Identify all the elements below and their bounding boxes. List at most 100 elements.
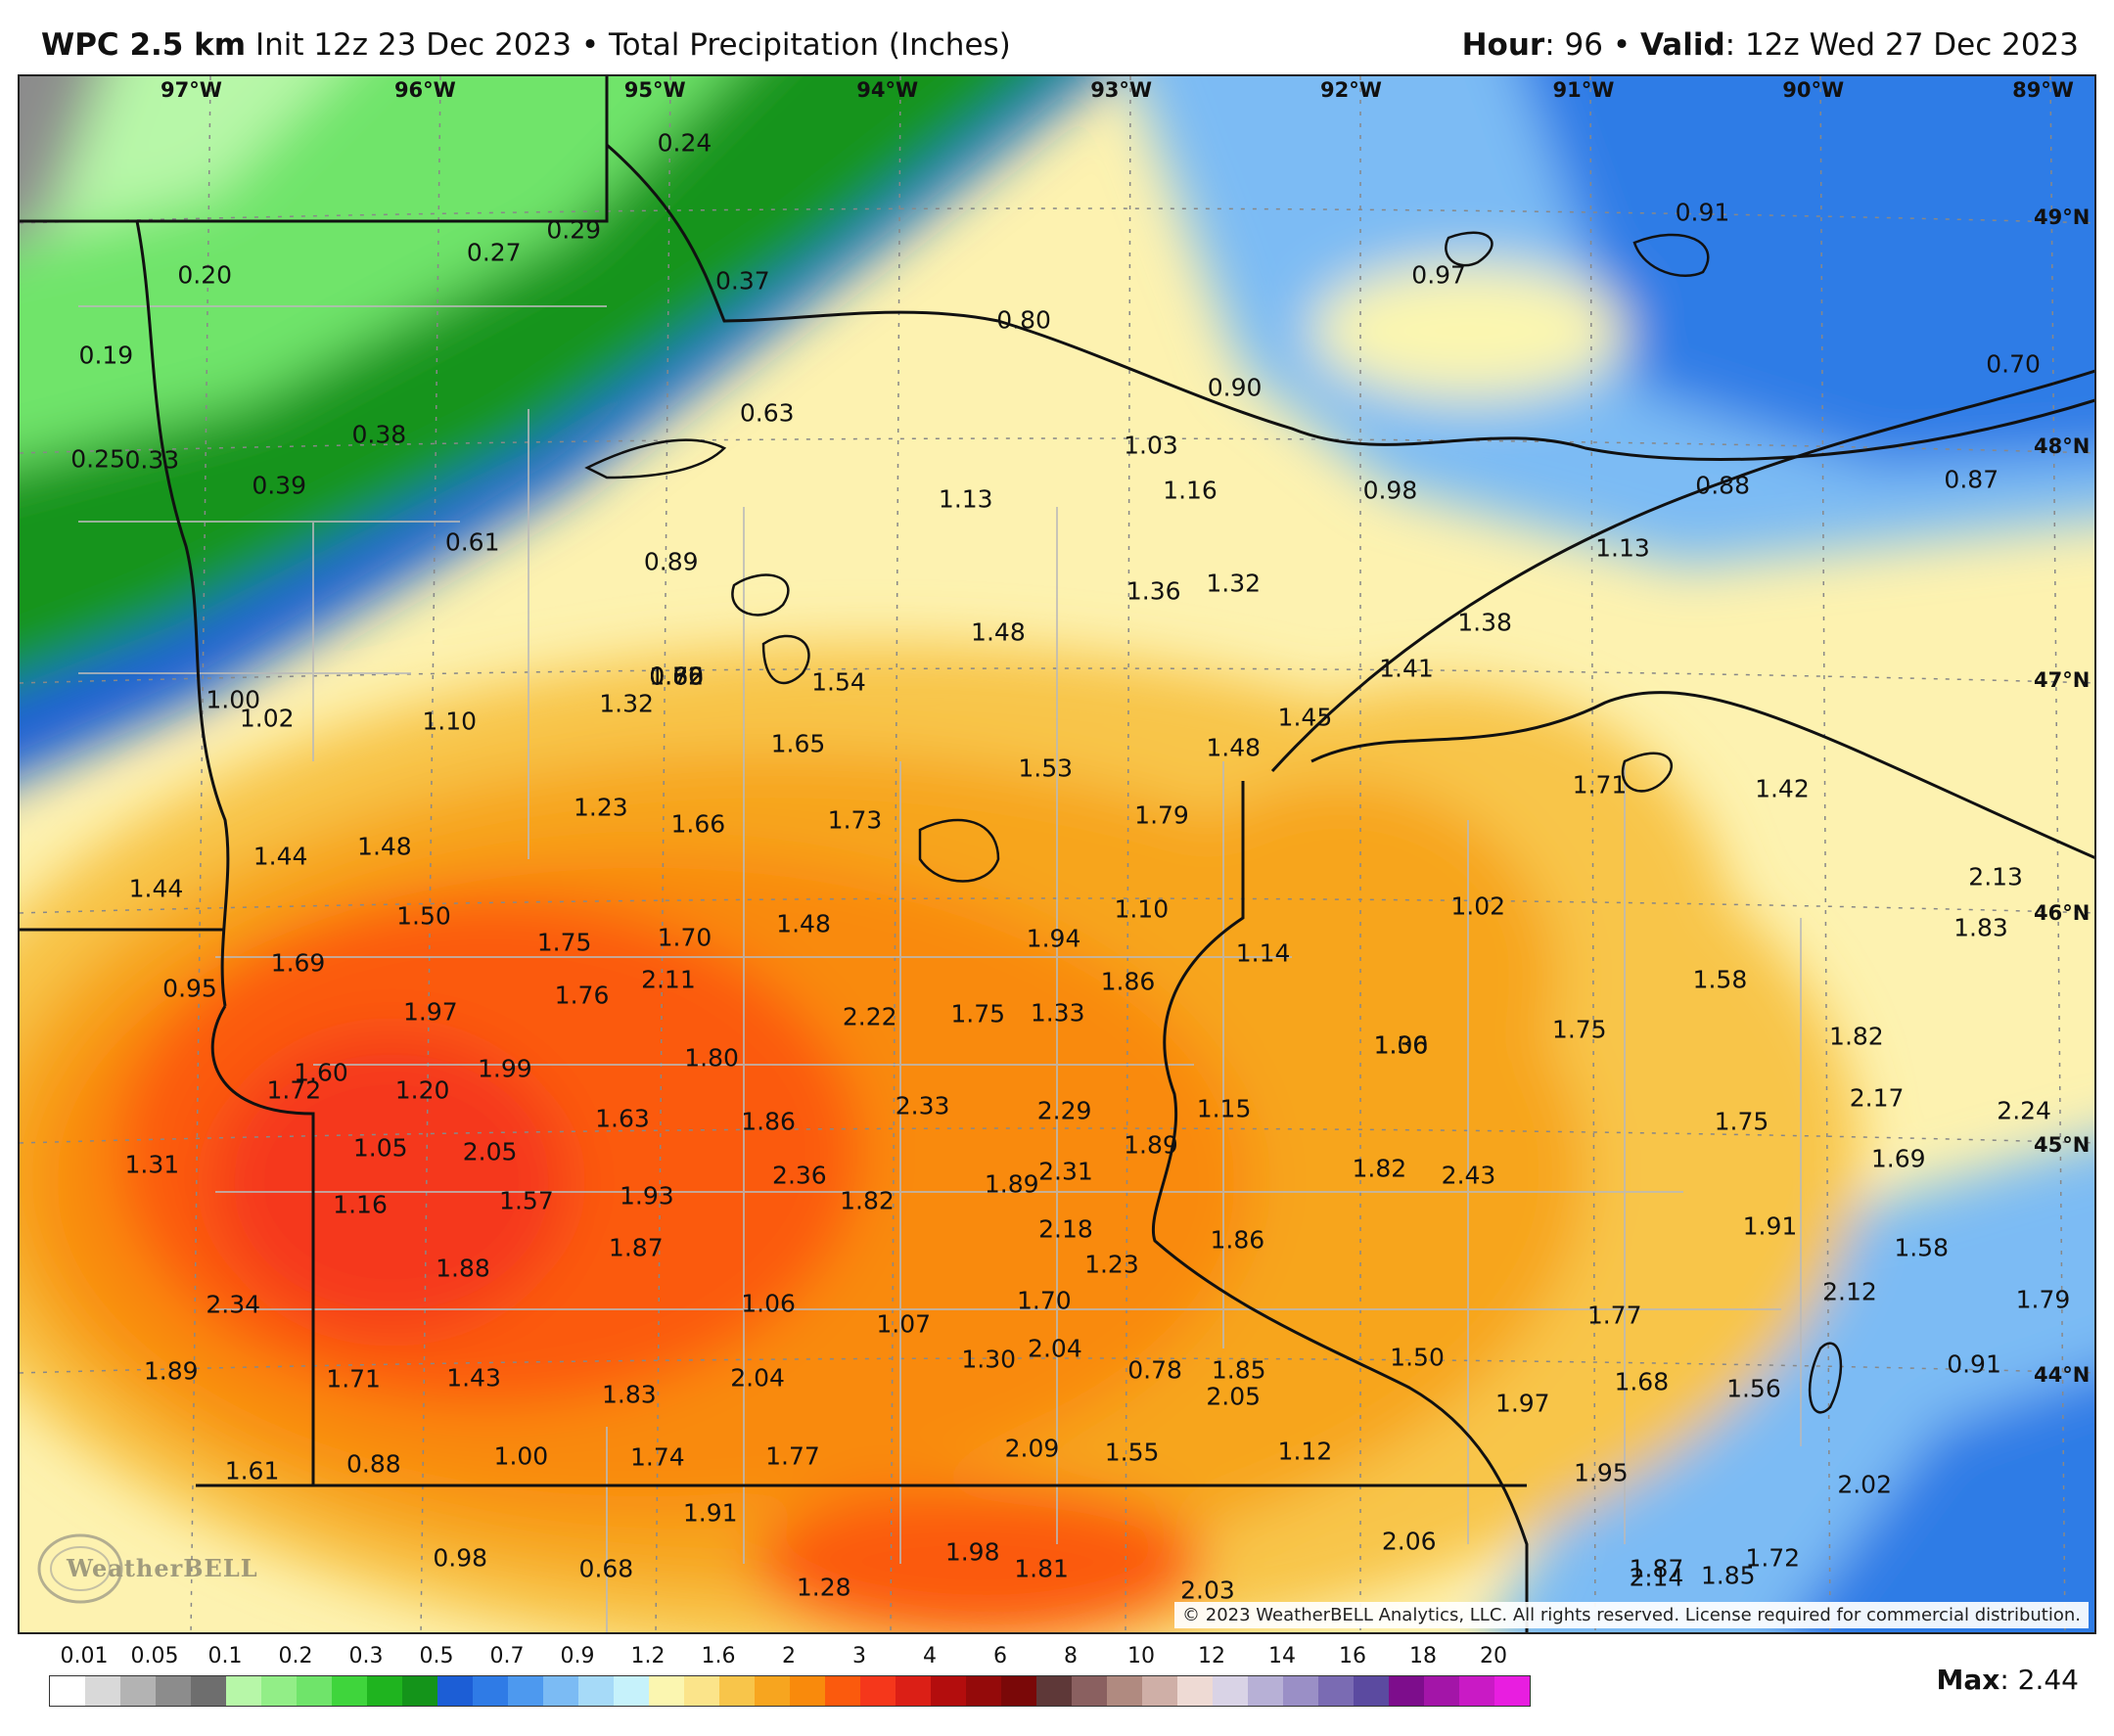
precip-value-label: 1.05 <box>352 1133 408 1163</box>
legend-swatch <box>578 1676 614 1706</box>
legend-swatch <box>367 1676 402 1706</box>
copyright-notice: © 2023 WeatherBELL Analytics, LLC. All r… <box>1174 1602 2089 1628</box>
legend-swatch <box>1459 1676 1494 1706</box>
header-separator: • <box>580 27 600 63</box>
legend-swatch <box>1213 1676 1248 1706</box>
precip-value-label: 1.45 <box>1277 703 1333 732</box>
legend-tick-label: 0.1 <box>207 1644 243 1668</box>
header-separator-2: • <box>1612 27 1631 63</box>
precip-value-label: 2.34 <box>206 1290 261 1319</box>
latitude-label: 44°N <box>2034 1363 2091 1388</box>
legend-tick-label: 0.01 <box>60 1644 109 1668</box>
precip-value-label: 0.37 <box>715 266 770 296</box>
precip-value-label: 0.91 <box>1675 198 1730 227</box>
logo-swirl-icon <box>37 1533 123 1604</box>
precip-value-label: 1.38 <box>1457 608 1512 637</box>
precip-value-label: 2.24 <box>1997 1096 2051 1125</box>
precip-value-label: 1.44 <box>253 842 308 871</box>
precip-value-label: 1.95 <box>1574 1458 1629 1487</box>
precip-value-label: 2.33 <box>895 1091 950 1120</box>
legend-swatch <box>1177 1676 1213 1706</box>
precip-value-label: 1.42 <box>1755 774 1810 803</box>
precip-value-label: 1.69 <box>1870 1144 1926 1173</box>
precip-value-label: 1.75 <box>536 928 592 957</box>
weatherbell-logo: WeatherBELL <box>31 1525 257 1613</box>
precip-value-label: 1.97 <box>1494 1389 1550 1418</box>
legend-swatch <box>1354 1676 1389 1706</box>
precip-value-label: 1.70 <box>1017 1286 1072 1315</box>
legend-swatch <box>1494 1676 1530 1706</box>
precip-value-label: 1.89 <box>984 1169 1039 1199</box>
max-label: Max <box>1936 1664 2000 1696</box>
legend-swatch <box>684 1676 719 1706</box>
precip-value-label: 1.72 <box>266 1075 322 1105</box>
legend-swatch <box>719 1676 755 1706</box>
precip-value-label: 1.57 <box>499 1186 554 1215</box>
precip-value-label: 2.18 <box>1038 1214 1093 1244</box>
legend-tick-label: 0.05 <box>130 1644 179 1668</box>
latitude-label: 46°N <box>2034 900 2091 925</box>
precip-value-label: 1.85 <box>1211 1355 1266 1385</box>
precip-value-label: 1.02 <box>239 704 295 733</box>
legend-swatch <box>473 1676 508 1706</box>
legend-tick-label: 10 <box>1127 1644 1155 1668</box>
precip-value-label: 1.80 <box>649 662 705 691</box>
precip-value-label: 1.48 <box>1206 733 1262 762</box>
valid-value: : 12z Wed 27 Dec 2023 <box>1724 27 2079 63</box>
precip-value-label: 2.11 <box>641 965 696 994</box>
precip-value-label: 1.55 <box>1104 1438 1160 1467</box>
legend-swatch <box>1142 1676 1177 1706</box>
precip-value-label: 1.86 <box>1210 1225 1265 1255</box>
legend-swatch <box>790 1676 825 1706</box>
hour-label: Hour <box>1461 27 1545 63</box>
precip-value-label: 0.98 <box>1362 476 1418 505</box>
precip-value-label: 1.75 <box>950 999 1006 1028</box>
precip-value-label: 0.90 <box>1207 373 1263 402</box>
precip-value-label: 1.14 <box>1235 938 1291 968</box>
precip-value-label: 0.39 <box>252 471 306 500</box>
legend-tick-label: 0.2 <box>278 1644 313 1668</box>
precip-value-label: 1.74 <box>630 1442 685 1472</box>
precip-value-label: 1.65 <box>770 729 826 758</box>
longitude-label: 97°W <box>161 78 222 102</box>
legend-tick-label: 1.2 <box>630 1644 666 1668</box>
legend-swatch <box>614 1676 649 1706</box>
precip-value-label: 1.82 <box>840 1186 895 1215</box>
precip-value-label: 1.75 <box>1551 1015 1607 1044</box>
precip-value-label: 1.02 <box>1450 891 1506 921</box>
precip-value-label: 1.36 <box>1126 576 1181 606</box>
precip-value-label: 0.88 <box>1695 471 1750 500</box>
precip-value-label: 2.13 <box>1968 862 2023 891</box>
precip-value-label: 2.09 <box>1004 1434 1060 1463</box>
precip-value-label: 1.33 <box>1030 998 1085 1028</box>
legend-tick-label: 0.7 <box>489 1644 525 1668</box>
precip-value-label: 1.75 <box>1714 1107 1769 1136</box>
legend-tick-label: 18 <box>1409 1644 1437 1668</box>
precip-value-label: 1.77 <box>1586 1301 1642 1330</box>
latitude-label: 47°N <box>2034 668 2091 693</box>
precip-value-label: 2.05 <box>462 1137 518 1166</box>
precip-value-label: 1.10 <box>1114 894 1170 924</box>
legend-swatch <box>966 1676 1001 1706</box>
legend-swatch <box>543 1676 578 1706</box>
precip-value-label: 1.12 <box>1277 1437 1333 1466</box>
legend-tick-label: 6 <box>993 1644 1007 1668</box>
legend-tick-label: 12 <box>1198 1644 1225 1668</box>
precip-value-label: 0.27 <box>466 238 522 267</box>
precip-value-label: 1.85 <box>1700 1561 1756 1590</box>
precip-value-label: 1.99 <box>477 1054 532 1083</box>
map-canvas <box>20 76 2094 1632</box>
precip-value-label: 1.81 <box>1014 1554 1069 1583</box>
precip-value-label: 1.87 <box>608 1233 664 1262</box>
precip-shading <box>20 76 2094 1632</box>
legend-tick-label: 2 <box>782 1644 796 1668</box>
legend-tick-label: 0.9 <box>560 1644 595 1668</box>
logo-text: WeatherBELL <box>67 1554 258 1582</box>
precip-value-label: 2.22 <box>842 1002 897 1031</box>
precipitation-map[interactable]: 97°W 96°W 95°W 94°W 93°W 92°W 91°W 90°W 89°W 49°N… <box>18 74 2096 1634</box>
precip-value-label: 1.82 <box>1829 1022 1884 1051</box>
precip-value-label: 1.06 <box>1373 1030 1429 1060</box>
precip-value-label: 1.83 <box>1953 913 2008 942</box>
precip-value-label: 0.63 <box>739 398 795 428</box>
legend-tick-label: 14 <box>1268 1644 1296 1668</box>
